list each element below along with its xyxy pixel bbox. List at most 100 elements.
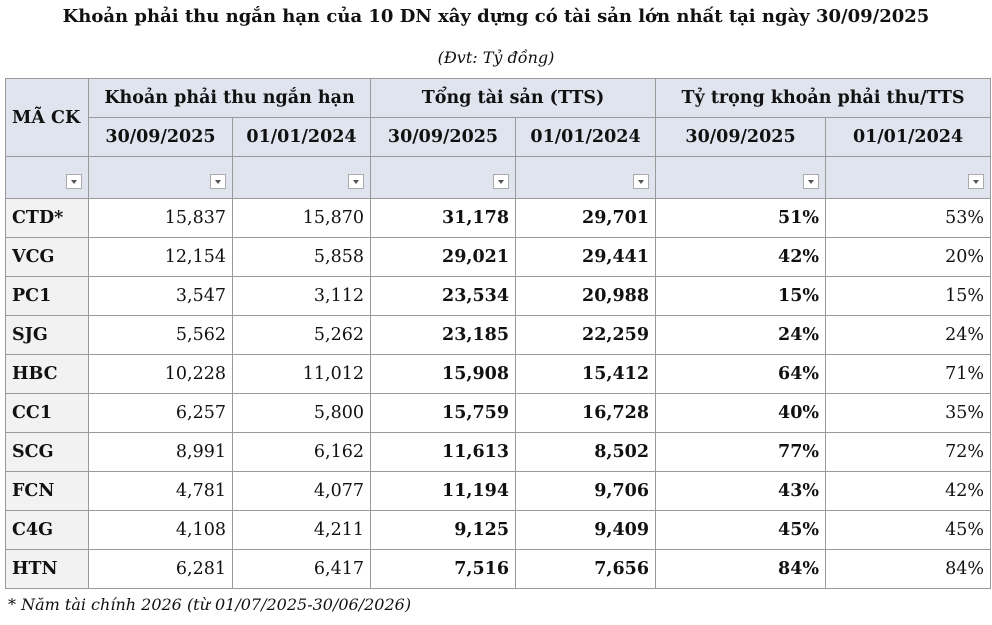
value-cell: 24% xyxy=(825,315,992,355)
value-cell: 7,656 xyxy=(515,549,657,589)
value-cell: 77% xyxy=(655,432,827,472)
code-cell: C4G xyxy=(5,510,89,550)
code-cell: HBC xyxy=(5,354,89,394)
value-cell: 42% xyxy=(655,237,827,277)
value-cell: 4,781 xyxy=(88,471,233,511)
date-header: 30/09/2025 xyxy=(88,117,233,157)
value-cell: 43% xyxy=(655,471,827,511)
filter-cell xyxy=(655,156,827,199)
value-cell: 4,077 xyxy=(231,471,372,511)
value-cell: 15% xyxy=(825,276,992,316)
value-cell: 84% xyxy=(825,549,992,589)
value-cell: 9,409 xyxy=(515,510,657,550)
table-row: HTN 6,281 6,417 7,516 7,656 84% 84% xyxy=(5,549,992,589)
value-cell: 11,613 xyxy=(370,432,517,472)
value-cell: 5,858 xyxy=(231,237,372,277)
value-cell: 29,021 xyxy=(370,237,517,277)
value-cell: 9,125 xyxy=(370,510,517,550)
value-cell: 42% xyxy=(825,471,992,511)
value-cell: 8,991 xyxy=(88,432,233,472)
filter-button[interactable] xyxy=(66,174,82,189)
value-cell: 11,012 xyxy=(231,354,372,394)
filter-cell xyxy=(515,156,657,199)
value-cell: 4,211 xyxy=(231,510,372,550)
value-cell: 53% xyxy=(825,198,992,238)
value-cell: 29,441 xyxy=(515,237,657,277)
filter-button[interactable] xyxy=(803,174,820,189)
value-cell: 23,534 xyxy=(370,276,517,316)
value-cell: 9,706 xyxy=(515,471,657,511)
table-row: PC1 3,547 3,112 23,534 20,988 15% 15% xyxy=(5,276,992,316)
value-cell: 12,154 xyxy=(88,237,233,277)
value-cell: 5,262 xyxy=(231,315,372,355)
value-cell: 5,800 xyxy=(231,393,372,433)
filter-button[interactable] xyxy=(348,174,365,189)
unit-note: (Đvt: Tỷ đồng) xyxy=(437,48,555,67)
table-row: FCN 4,781 4,077 11,194 9,706 43% 42% xyxy=(5,471,992,511)
value-cell: 6,417 xyxy=(231,549,372,589)
value-cell: 7,516 xyxy=(370,549,517,589)
value-cell: 29,701 xyxy=(515,198,657,238)
filter-button[interactable] xyxy=(968,174,985,189)
filter-button[interactable] xyxy=(493,174,510,189)
date-header: 01/01/2024 xyxy=(231,117,372,157)
value-cell: 22,259 xyxy=(515,315,657,355)
code-cell: SJG xyxy=(5,315,89,355)
date-header: 30/09/2025 xyxy=(370,117,517,157)
group-header: Tỷ trọng khoản phải thu/TTS xyxy=(655,78,992,118)
data-table: MÃ CK Khoản phải thu ngắn hạn Tổng tài s… xyxy=(5,78,992,589)
code-cell: FCN xyxy=(5,471,89,511)
value-cell: 64% xyxy=(655,354,827,394)
group-header: Khoản phải thu ngắn hạn xyxy=(87,78,372,118)
date-header: 01/01/2024 xyxy=(515,117,657,157)
value-cell: 15% xyxy=(655,276,827,316)
value-cell: 6,281 xyxy=(88,549,233,589)
value-cell: 45% xyxy=(655,510,827,550)
value-cell: 15,837 xyxy=(88,198,233,238)
value-cell: 10,228 xyxy=(88,354,233,394)
value-cell: 15,870 xyxy=(231,198,372,238)
value-cell: 6,162 xyxy=(231,432,372,472)
code-cell: HTN xyxy=(5,549,89,589)
value-cell: 72% xyxy=(825,432,992,472)
value-cell: 6,257 xyxy=(88,393,233,433)
value-cell: 51% xyxy=(655,198,827,238)
code-cell: CTD* xyxy=(5,198,89,238)
value-cell: 15,412 xyxy=(515,354,657,394)
table-row: VCG 12,154 5,858 29,021 29,441 42% 20% xyxy=(5,237,992,277)
code-cell: PC1 xyxy=(5,276,89,316)
value-cell: 3,112 xyxy=(231,276,372,316)
date-header: 30/09/2025 xyxy=(655,117,827,157)
value-cell: 71% xyxy=(825,354,992,394)
filter-cell xyxy=(88,156,233,199)
code-cell: SCG xyxy=(5,432,89,472)
table-row: C4G 4,108 4,211 9,125 9,409 45% 45% xyxy=(5,510,992,550)
value-cell: 4,108 xyxy=(88,510,233,550)
table-row: CTD* 15,837 15,870 31,178 29,701 51% 53% xyxy=(5,198,992,238)
code-cell: CC1 xyxy=(5,393,89,433)
value-cell: 45% xyxy=(825,510,992,550)
filter-cell xyxy=(370,156,517,199)
value-cell: 23,185 xyxy=(370,315,517,355)
value-cell: 20% xyxy=(825,237,992,277)
value-cell: 40% xyxy=(655,393,827,433)
value-cell: 8,502 xyxy=(515,432,657,472)
value-cell: 11,194 xyxy=(370,471,517,511)
filter-cell xyxy=(231,156,372,199)
table-row: CC1 6,257 5,800 15,759 16,728 40% 35% xyxy=(5,393,992,433)
value-cell: 15,908 xyxy=(370,354,517,394)
code-header: MÃ CK xyxy=(5,78,89,157)
filter-cell xyxy=(825,156,992,199)
value-cell: 20,988 xyxy=(515,276,657,316)
footnote: * Năm tài chính 2026 (từ 01/07/2025-30/0… xyxy=(8,595,412,614)
value-cell: 15,759 xyxy=(370,393,517,433)
code-cell: VCG xyxy=(5,237,89,277)
date-header: 01/01/2024 xyxy=(825,117,992,157)
filter-button[interactable] xyxy=(633,174,650,189)
table-row: HBC 10,228 11,012 15,908 15,412 64% 71% xyxy=(5,354,992,394)
table-row: SCG 8,991 6,162 11,613 8,502 77% 72% xyxy=(5,432,992,472)
value-cell: 24% xyxy=(655,315,827,355)
filter-button[interactable] xyxy=(210,174,226,189)
value-cell: 31,178 xyxy=(370,198,517,238)
